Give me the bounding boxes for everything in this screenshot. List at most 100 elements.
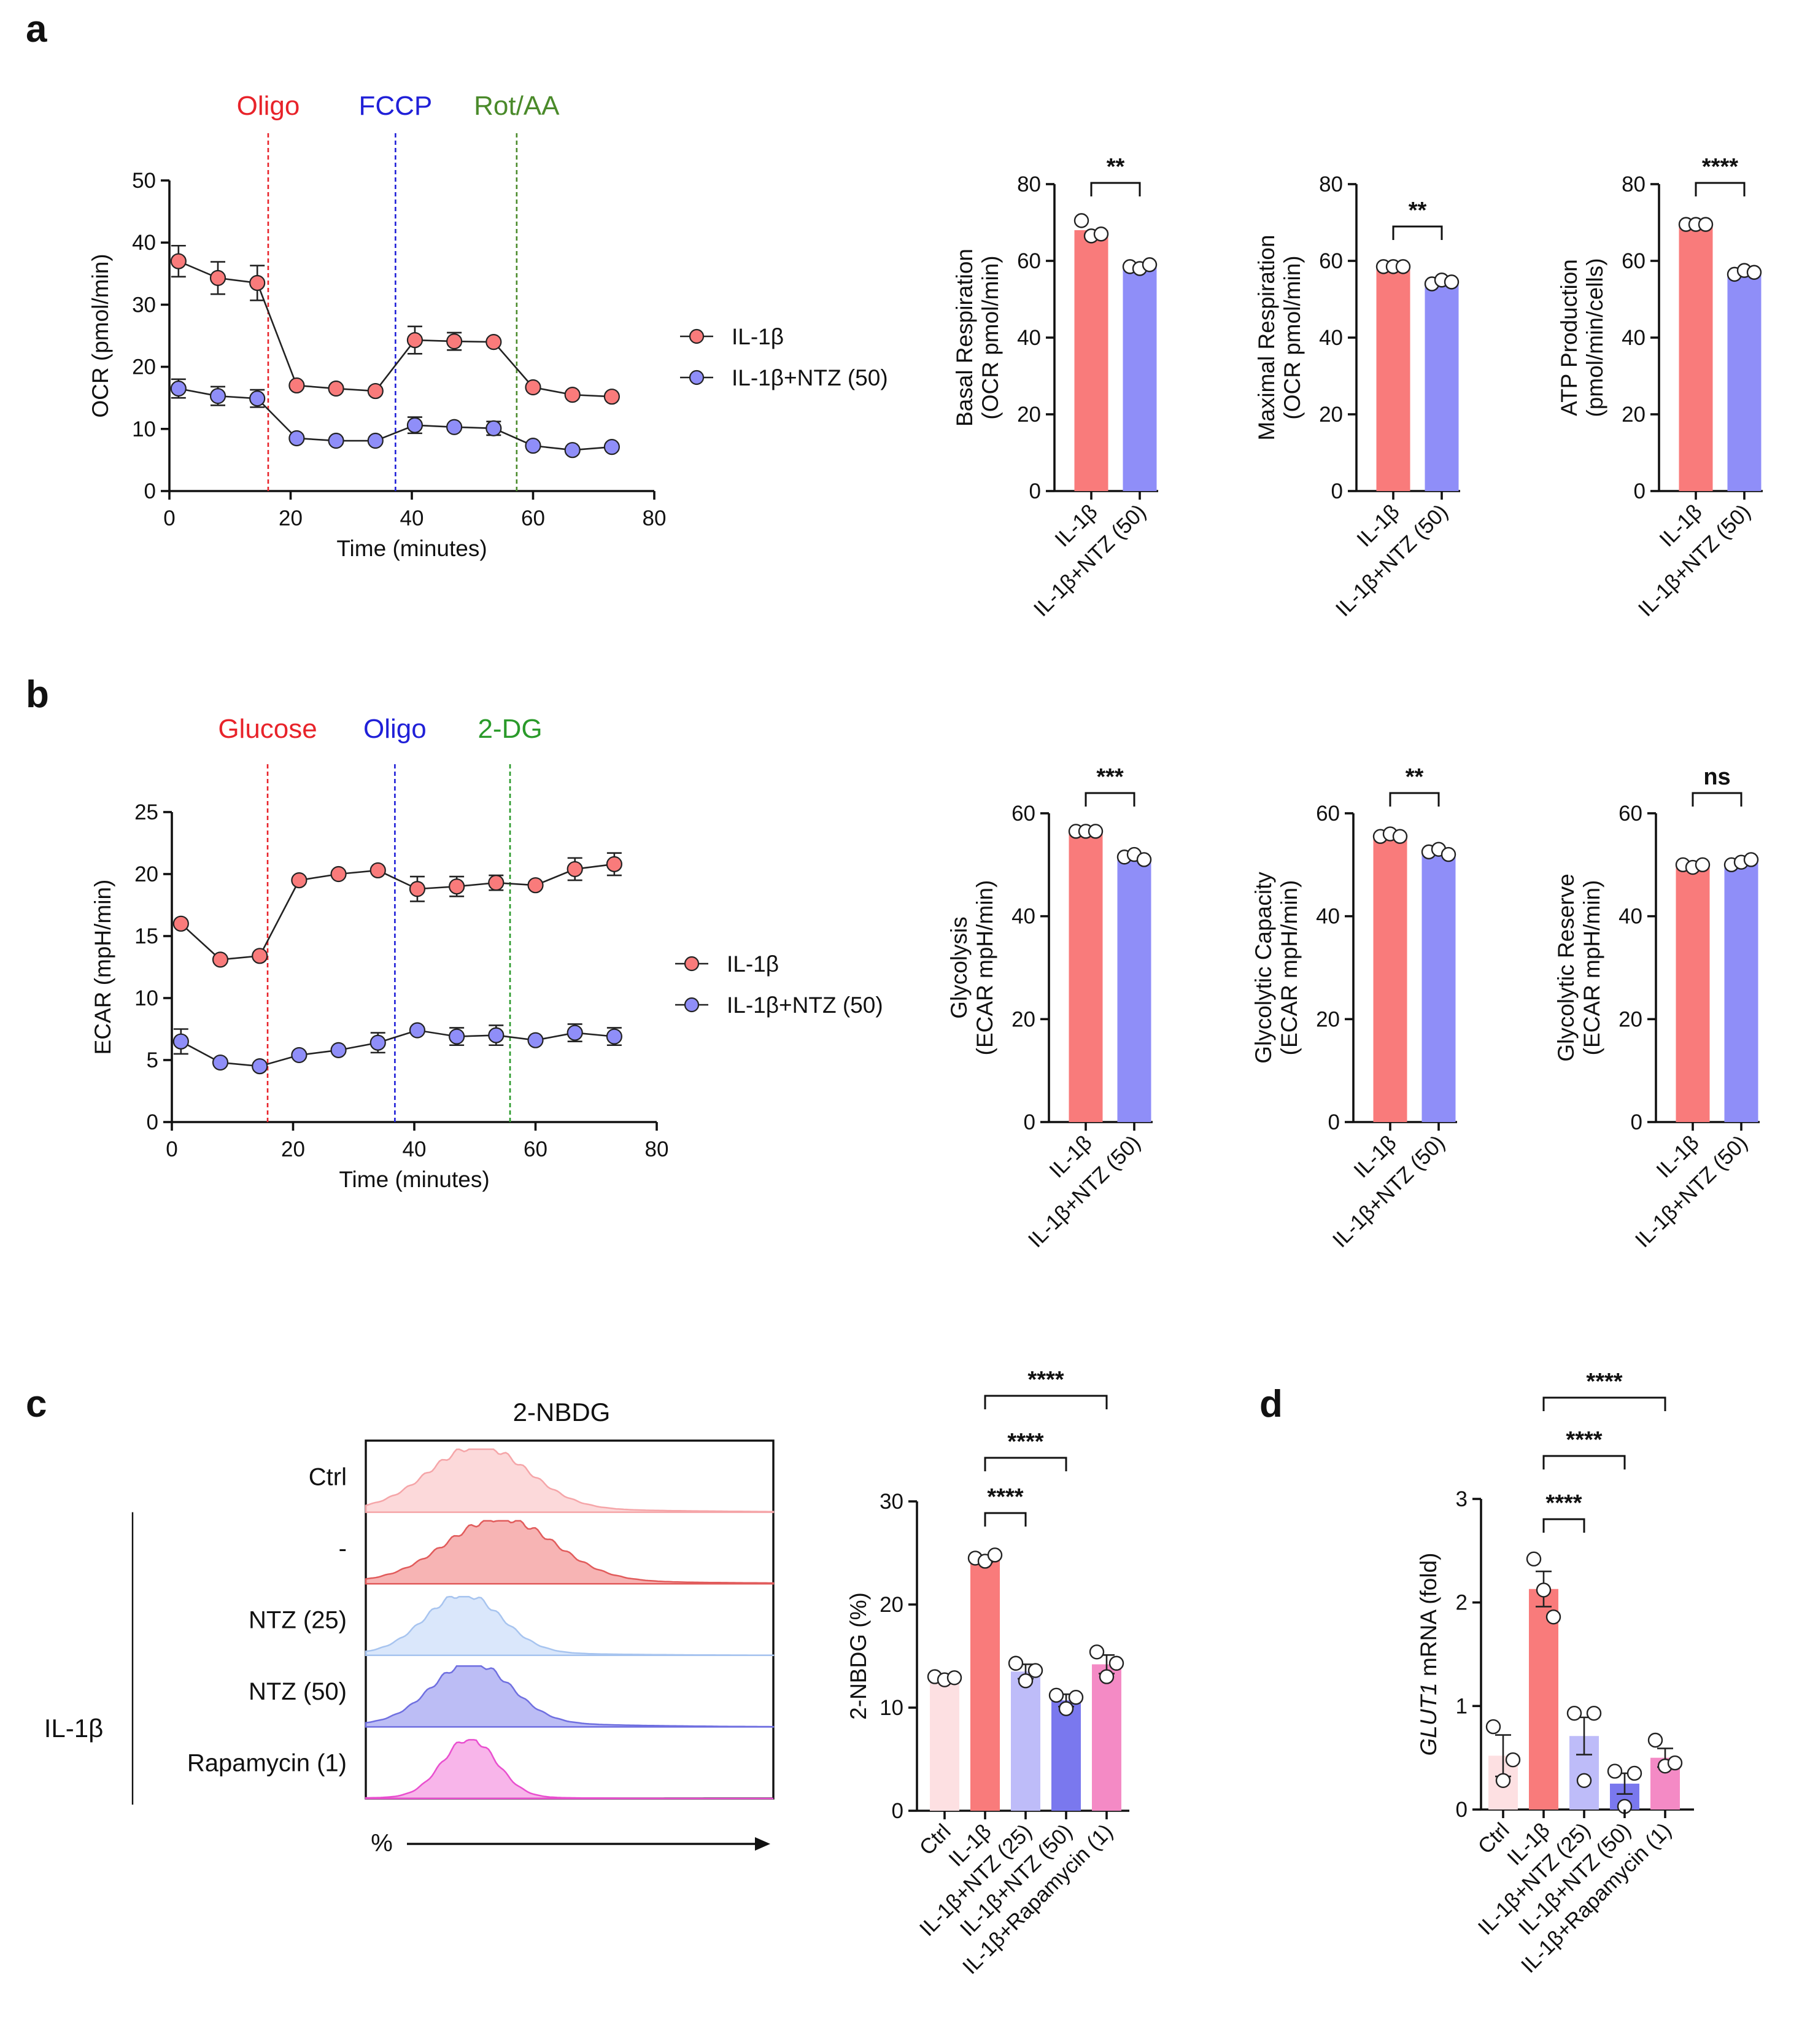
x-tick-label: 20 [279,506,303,530]
significance-label: **** [1586,1369,1622,1395]
bar [970,1560,1000,1811]
x-axis-title: Time (minutes) [339,1167,489,1192]
y-axis-title: GLUT1 mRNA (fold) [1416,1552,1441,1756]
bar [1529,1589,1558,1810]
data-point [488,1027,505,1043]
data-point [485,334,502,350]
replicate-point [1743,852,1759,867]
significance-label: **** [987,1484,1023,1510]
significance-label: **** [1007,1429,1043,1455]
y-tick-label: 15 [134,924,158,948]
significance-bracket [984,1457,1067,1471]
panel-label-d: d [1259,1383,1283,1425]
y-tick-label: 0 [147,1110,158,1134]
significance-bracket [1085,792,1135,807]
y-tick-label: 40 [1319,326,1343,350]
replicate-point [1048,1687,1064,1703]
panel-label-a: a [26,8,47,50]
histogram-x-label: % [371,1830,393,1857]
y-tick-label: 30 [132,293,156,317]
data-point [172,915,189,932]
replicate-point [1027,1663,1043,1678]
y-tick-label: 20 [132,355,156,379]
replicate-point [1695,857,1711,873]
y-tick-label: 20 [1619,1007,1642,1031]
replicate-point [1395,259,1411,274]
x-tick-label: 80 [643,506,667,530]
legend-marker-il1b [689,328,705,344]
histogram-title: 2-NBDG [513,1398,611,1427]
data-point [328,432,344,449]
significance-bracket [984,1512,1027,1527]
y-tick-label: 80 [1319,172,1343,196]
data-point [291,1047,307,1064]
data-point [249,274,266,292]
bar [1011,1671,1040,1811]
ocr-line-chart: 0 10 20 30 40 50 0 20 40 60 80 Time (minutes) OCR (p… [88,91,666,561]
replicate-point [1093,226,1109,242]
significance-label: **** [1027,1367,1064,1393]
significance-label: *** [1096,764,1124,790]
y-axis-title: 2-NBDG (%) [846,1592,871,1720]
data-point [564,442,581,459]
replicate-point [1108,1655,1124,1671]
data-point [449,878,465,895]
significance-bracket [1542,1455,1626,1469]
y-tick-label: 1 [1456,1694,1468,1718]
y-tick-label: 60 [1622,249,1646,273]
replicate-point [1444,274,1460,290]
replicate-point [1136,852,1152,867]
data-point [367,382,384,400]
data-point [252,1058,268,1075]
legend-b: IL-1β IL-1β+NTZ (50) [675,951,883,1018]
injection-label: Glucose [218,714,317,744]
legend-label-ntz: IL-1β+NTZ (50) [727,993,883,1018]
data-point [291,872,307,889]
data-point [170,253,187,269]
y-axis-title: (ECAR mpH/min) [1579,880,1604,1056]
replicate-point [1667,1755,1683,1771]
y-tick-label: 0 [1024,1110,1035,1134]
replicate-point [987,1547,1003,1563]
y-tick-label: 80 [1622,172,1646,196]
legend-a: IL-1β IL-1β+NTZ (50) [680,324,888,390]
replicate-point [1647,1732,1663,1748]
panel-label-c: c [26,1383,47,1425]
bar [1676,867,1710,1122]
y-axis-title: Glycolytic Reserve [1553,873,1579,1061]
y-tick-label: 60 [1017,249,1041,273]
bar [1051,1700,1081,1811]
data-point [606,1028,622,1045]
y-axis-title: OCR (pmol/min) [88,254,113,417]
replicate-point [1586,1705,1602,1721]
y-tick-label: 80 [1017,172,1041,196]
y-axis-title: (OCR pmol/min) [978,255,1003,419]
data-point [288,430,305,447]
replicate-point [1495,1773,1511,1788]
y-tick-label: 10 [134,986,158,1010]
significance-bracket [1695,182,1746,196]
data-point [330,865,347,883]
significance-label: ns [1703,764,1730,790]
significance-bracket [1542,1396,1666,1411]
legend-label-il1b: IL-1β [727,951,779,977]
y-axis-title: (OCR pmol/min) [1280,255,1305,419]
bar [1727,272,1762,491]
data-point [406,331,423,349]
injection-label: Rot/AA [474,91,560,121]
series-line [180,863,615,961]
panel-label-b: b [26,673,49,716]
y-tick-label: 10 [880,1696,903,1720]
y-tick-label: 10 [132,417,156,441]
data-point [603,439,620,455]
bar [1092,1664,1121,1811]
y-tick-label: 0 [1456,1798,1468,1822]
data-point [409,881,426,897]
data-point [527,1032,544,1048]
replicate-point [1068,1689,1084,1705]
y-tick-label: 20 [1319,403,1343,427]
bar [930,1678,959,1811]
x-tick-label: 0 [163,506,175,530]
y-tick-label: 0 [1631,1110,1642,1134]
